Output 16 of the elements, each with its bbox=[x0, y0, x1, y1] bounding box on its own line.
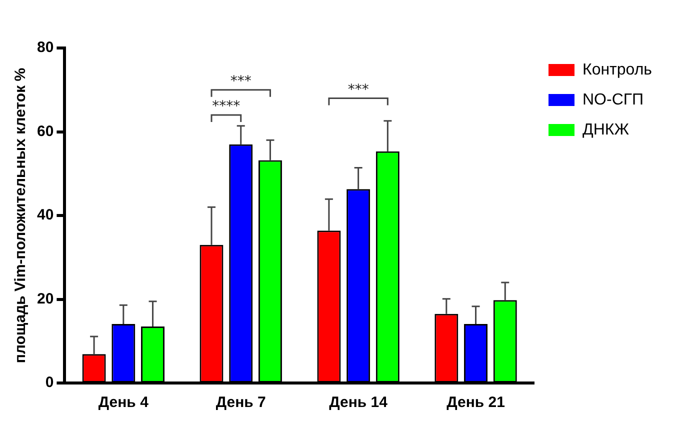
y-axis-title: площадь Vim-положительных клеток % bbox=[12, 68, 30, 364]
y-tick-label: 60 bbox=[36, 122, 54, 140]
x-tick-label: День 4 bbox=[98, 394, 150, 412]
x-tick-label: День 21 bbox=[446, 394, 505, 412]
annotation: **** bbox=[212, 98, 240, 115]
x-tick-label: День 7 bbox=[216, 394, 266, 412]
y-tick-label: 0 bbox=[45, 374, 54, 392]
legend-label: ДНКЖ bbox=[582, 121, 630, 138]
legend-label: NO-СГП bbox=[582, 91, 644, 108]
y-tick-label: 80 bbox=[36, 39, 54, 56]
x-tick-label: День 14 bbox=[329, 394, 388, 412]
y-tick-label: 40 bbox=[36, 206, 54, 224]
legend-label: Контроль bbox=[582, 61, 652, 78]
annotation: *** bbox=[348, 82, 369, 98]
annotation: *** bbox=[230, 74, 252, 90]
y-tick-label: 20 bbox=[36, 290, 54, 308]
